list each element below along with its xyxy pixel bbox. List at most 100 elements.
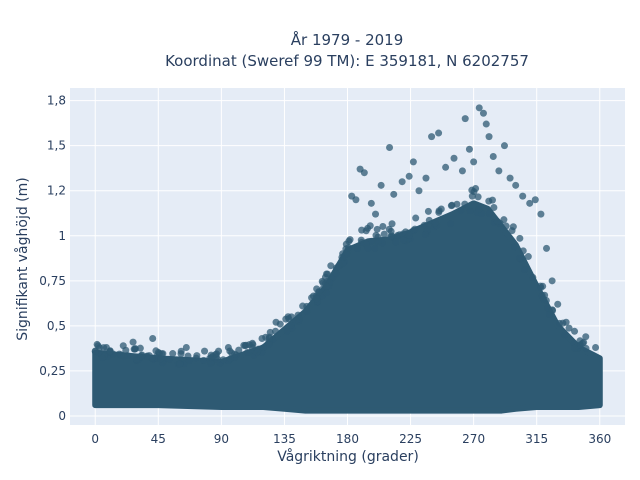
data-point [428,133,436,141]
data-point [373,225,381,233]
y-tick-label: 1,2 [47,184,66,198]
data-point [201,347,209,355]
data-point [475,205,483,213]
data-point [215,347,223,355]
data-point [405,172,413,180]
data-point [120,353,128,361]
data-point [442,163,450,171]
data-point [358,226,366,234]
data-point [409,158,417,166]
y-axis-ticks: 0 0,25 0,5 0,75 1 1,2 1,5 1,8 [39,94,66,423]
data-point [474,193,482,201]
data-point [243,349,251,357]
data-point [313,295,321,303]
data-point [132,355,140,363]
data-point [91,348,99,356]
data-point [367,199,375,207]
data-point [415,187,423,195]
data-point [265,340,273,348]
data-point [169,350,177,358]
data-point [212,353,220,361]
data-point [392,238,400,246]
data-point [431,219,439,227]
data-point [342,245,350,253]
data-point [366,222,374,230]
data-point [562,318,570,326]
data-point [495,167,503,175]
data-point [450,154,458,162]
data-point [447,220,455,228]
y-tick-label: 0,25 [39,364,66,378]
x-tick-label: 135 [273,432,296,446]
data-point [411,225,419,233]
data-point [339,259,347,267]
data-point [338,253,346,261]
data-point [372,231,380,239]
chart-title: År 1979 - 2019 [291,30,404,49]
x-tick-label: 90 [214,432,229,446]
data-point [136,344,144,352]
data-point [303,308,311,316]
data-point [425,216,433,224]
data-point [453,200,461,208]
data-point [493,217,501,225]
data-point [554,300,562,308]
data-point [372,210,380,218]
data-point [519,247,527,255]
data-point [149,334,157,342]
data-point [541,291,549,299]
data-point [394,232,402,240]
data-point [130,345,138,353]
data-point [248,344,256,352]
data-point [526,199,534,207]
data-point [184,352,192,360]
data-point [224,344,232,352]
data-point [143,352,151,360]
data-point [364,245,372,253]
data-point [582,344,590,352]
data-point [276,320,284,328]
y-axis-label: Signifikant våghöjd (m) [14,177,31,340]
data-point [512,181,520,189]
data-point [556,319,564,327]
data-point [470,158,478,166]
chart-subtitle: Koordinat (Sweref 99 TM): E 359181, N 62… [165,52,529,70]
data-point [582,333,590,341]
data-point [157,355,165,363]
x-tick-label: 315 [525,432,548,446]
data-point [447,202,455,210]
data-point [375,238,383,246]
data-point [482,120,490,128]
data-point [177,350,185,358]
data-point [592,344,600,352]
data-point [119,342,127,350]
data-point [466,207,474,215]
x-tick-label: 360 [588,432,611,446]
data-point [332,270,340,278]
data-point [537,210,545,218]
data-point [516,254,524,262]
data-point [353,245,361,253]
data-point [386,143,394,151]
data-point [390,190,398,198]
data-point [458,167,466,175]
data-point [502,222,510,230]
data-point [260,344,268,352]
data-point [479,109,487,117]
data-point [500,142,508,150]
data-point [485,133,493,141]
data-point [371,244,379,252]
data-point [231,350,239,358]
data-point [521,265,529,273]
data-point [138,351,146,359]
data-point [457,207,465,215]
data-point [324,270,332,278]
data-point [129,338,137,346]
data-point [485,210,493,218]
data-point [98,354,106,362]
data-point [323,289,331,297]
y-tick-label: 0 [58,409,66,423]
data-point [465,145,473,153]
data-point [468,186,476,194]
